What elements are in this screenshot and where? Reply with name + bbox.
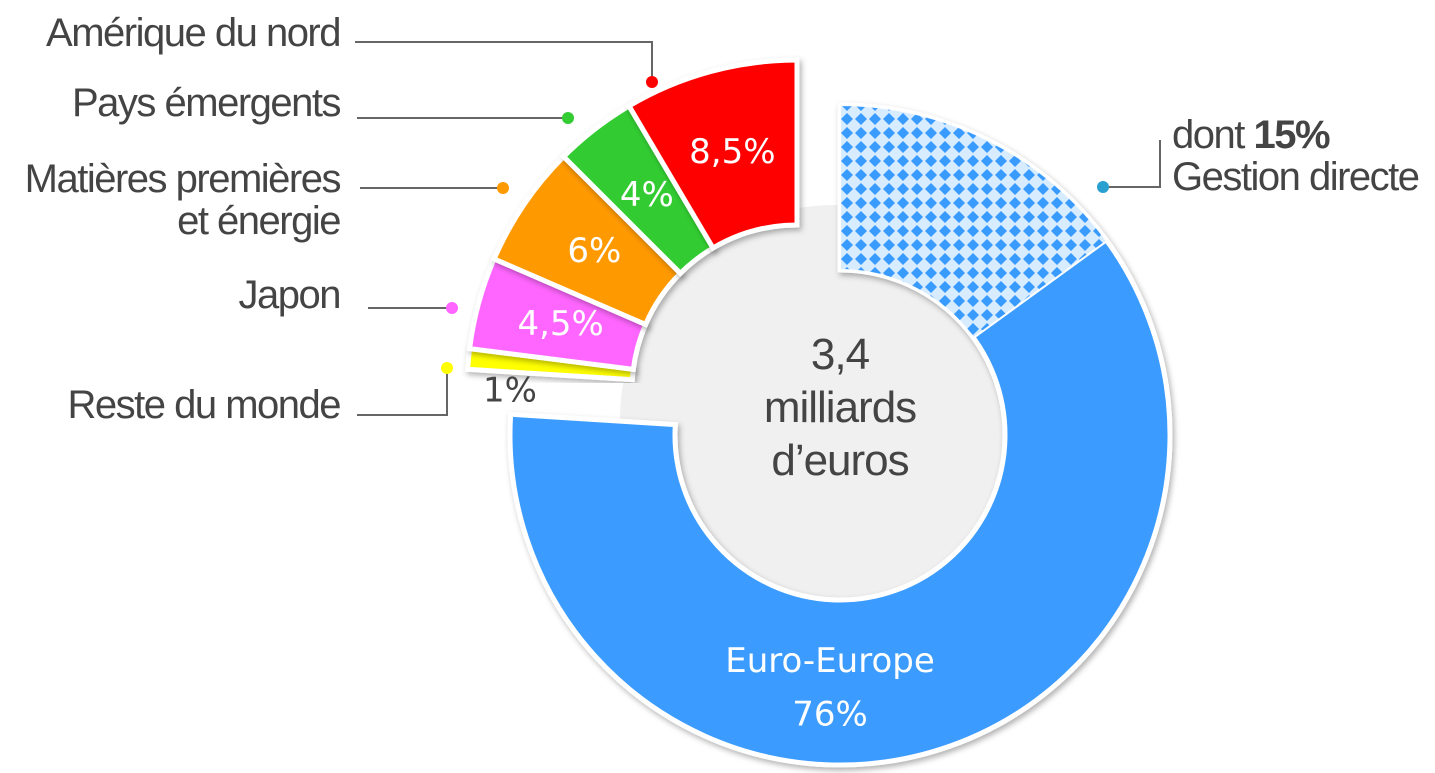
center-disc [620, 205, 1050, 635]
value-label: 76% [792, 695, 868, 735]
hatched-wedge [839, 103, 1109, 340]
leader-line [1103, 140, 1161, 188]
wedges: 76% 1% 4,5% 6% 4% 8,5% [464, 57, 1173, 768]
leader-dot [1097, 181, 1109, 193]
annotation-prefix: dont [1172, 113, 1245, 157]
leader-line [355, 41, 653, 82]
category-label: Reste du monde [67, 383, 341, 427]
category-label: Amérique du nord [46, 11, 341, 55]
leader-dot [441, 362, 453, 374]
value-label: 1% [483, 371, 537, 411]
annotation-value: 15% [1253, 113, 1330, 157]
category-label: Euro-Europe [725, 641, 935, 681]
center-label: 3,4 milliards d’euros [763, 330, 917, 485]
leader-line [357, 368, 448, 416]
annotation-text: Gestion directe [1172, 155, 1420, 199]
category-label: Japon [238, 273, 342, 317]
category-label: Matières premières et énergie [24, 157, 342, 243]
value-label: 4,5% [517, 304, 603, 344]
leader-dot [446, 302, 458, 314]
wedge [625, 57, 800, 252]
value-label: 6% [567, 231, 621, 271]
leader-dot [562, 112, 574, 124]
category-label: Pays émergents [71, 81, 342, 125]
value-label: 8,5% [689, 132, 775, 172]
value-label: 4% [620, 175, 674, 215]
annotation: dont 15% Gestion directe [1172, 114, 1432, 198]
leader-dot [497, 182, 509, 194]
leader-dot [646, 76, 658, 88]
annotation-lines [355, 41, 1161, 416]
